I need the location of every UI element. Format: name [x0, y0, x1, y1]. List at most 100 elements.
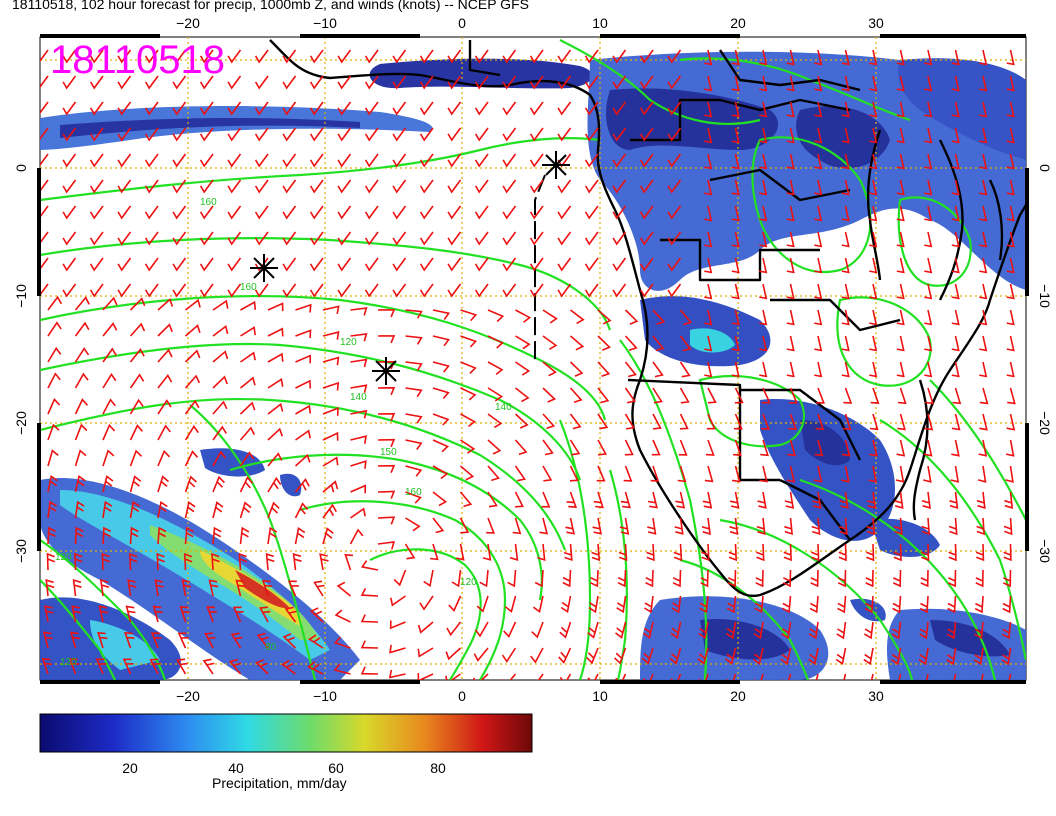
- wind-barb: [731, 127, 740, 144]
- wind-barb: [185, 298, 201, 311]
- wind-barb: [562, 569, 572, 588]
- wind-barb: [759, 465, 768, 483]
- lon-tick: 30: [868, 15, 884, 31]
- wind-barb: [502, 127, 517, 142]
- wind-barb: [869, 205, 878, 222]
- wind-barb: [211, 552, 220, 571]
- wind-barb: [144, 153, 159, 168]
- wind-barb: [667, 49, 682, 64]
- wind-barb: [172, 49, 187, 64]
- wind-barb: [295, 329, 312, 339]
- contour-label: 160: [240, 282, 257, 293]
- wind-barb: [377, 309, 396, 318]
- wind-barb: [419, 283, 434, 298]
- wind-barb: [786, 179, 795, 196]
- wind-barb: [615, 621, 627, 639]
- wind-barb: [102, 500, 113, 519]
- wind-barb: [336, 581, 352, 597]
- wind-barb: [919, 595, 929, 614]
- wind-barb: [647, 491, 658, 509]
- wind-barb: [405, 439, 423, 450]
- wind-barb: [267, 327, 284, 337]
- wind-barb: [698, 673, 709, 680]
- wind-barb: [282, 75, 297, 90]
- wind-barb: [557, 101, 572, 116]
- wind-barb: [924, 179, 933, 196]
- wind-barb: [364, 179, 379, 194]
- wind-barb: [891, 621, 902, 640]
- contour-label: 120: [60, 657, 77, 668]
- wind-barb: [295, 303, 312, 313]
- wind-barb: [866, 543, 875, 562]
- wind-barb: [239, 376, 256, 389]
- wind-barb: [473, 647, 489, 662]
- wind-barb: [590, 569, 599, 588]
- wind-barb: [639, 75, 654, 90]
- wind-barb: [612, 49, 627, 64]
- wind-barb: [432, 491, 448, 507]
- wind-barb: [731, 257, 740, 274]
- wind-barb: [144, 231, 159, 246]
- wind-barb: [227, 153, 242, 168]
- wind-barb: [172, 101, 187, 116]
- wind-barb: [1003, 517, 1013, 536]
- wind-barb: [267, 526, 278, 545]
- wind-barb: [586, 647, 599, 665]
- wind-barb: [869, 439, 878, 457]
- wind-barb: [950, 465, 960, 483]
- wind-barb: [199, 231, 214, 246]
- wind-barb: [144, 49, 159, 64]
- wind-barb: [460, 439, 476, 454]
- wind-barb: [537, 543, 546, 562]
- wind-barb: [731, 179, 740, 196]
- wind-barb: [295, 404, 312, 415]
- wind-barb: [117, 205, 132, 220]
- wind-barb: [612, 75, 627, 90]
- wind-barb: [240, 300, 257, 311]
- wind-barb: [979, 101, 988, 118]
- wind-barb: [40, 127, 49, 141]
- wind-barb: [487, 387, 504, 402]
- wind-barb: [472, 673, 489, 680]
- wind-barb: [40, 179, 49, 193]
- wind-barb: [979, 153, 988, 170]
- wind-barb: [47, 372, 61, 389]
- wind-barb: [117, 179, 132, 194]
- wind-barb: [979, 75, 988, 92]
- wind-barb: [529, 179, 544, 194]
- wind-barb: [447, 283, 462, 298]
- lon-tick: 30: [868, 688, 884, 704]
- wind-barb: [759, 101, 768, 118]
- wind-barb: [117, 231, 132, 246]
- wind-barb: [919, 673, 929, 680]
- wind-barb: [392, 283, 407, 298]
- wind-barb: [814, 257, 823, 274]
- wind-barb: [756, 517, 766, 536]
- wind-barb: [309, 153, 324, 168]
- wind-barb: [809, 673, 819, 680]
- lon-axis-bottom: −20 −10 0 10 20 30: [176, 688, 884, 704]
- wind-barb: [976, 517, 985, 536]
- wind-barb: [474, 179, 489, 194]
- wind-barb: [868, 465, 878, 483]
- wind-barb: [1002, 569, 1012, 588]
- wind-barb: [62, 205, 77, 220]
- wind-barb: [924, 127, 933, 144]
- wind-barb: [896, 283, 905, 300]
- wind-barb: [254, 257, 269, 272]
- wind-barb: [235, 579, 246, 597]
- wind-barb: [951, 101, 960, 118]
- wind-barb: [102, 398, 116, 415]
- wind-barb: [157, 526, 167, 545]
- wind-barb: [704, 153, 713, 170]
- wind-barb: [814, 205, 823, 222]
- wind-barb: [212, 475, 225, 493]
- wind-barb: [360, 560, 379, 571]
- wind-barb: [841, 205, 850, 222]
- wind-barb: [144, 101, 159, 116]
- wind-barb: [419, 49, 434, 64]
- wind-barb: [920, 569, 929, 588]
- wind-barb: [870, 387, 880, 404]
- wind-barb: [979, 335, 988, 352]
- wind-barb: [529, 75, 544, 90]
